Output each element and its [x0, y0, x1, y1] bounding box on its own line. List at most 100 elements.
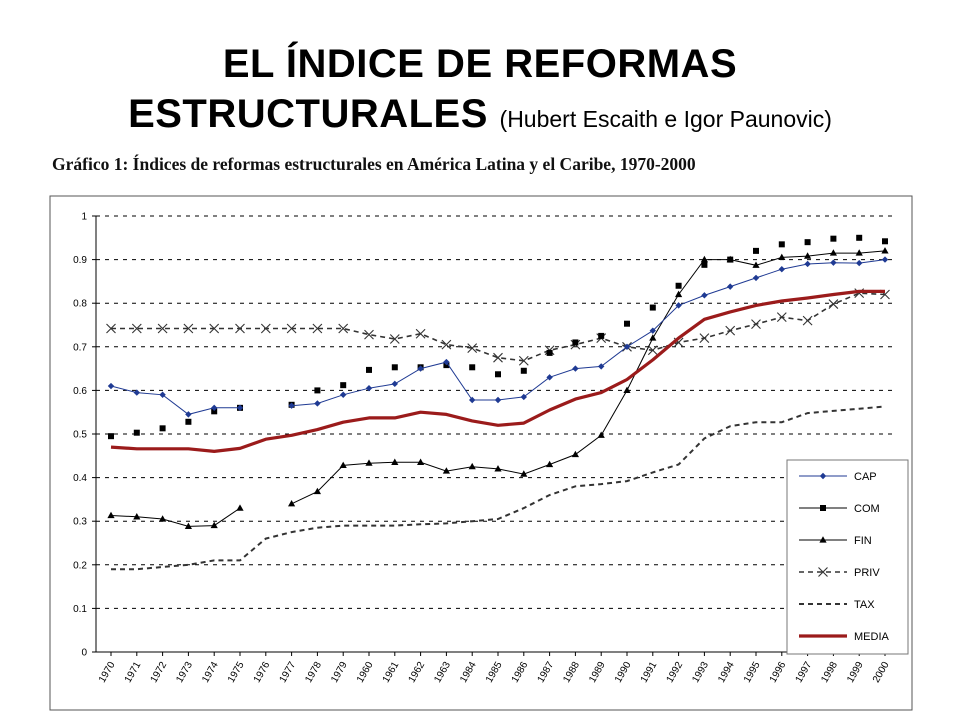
data-point-cap — [107, 382, 115, 390]
data-point-fin — [881, 247, 889, 254]
x-tick-label: 2000 — [871, 660, 892, 685]
data-point-com — [727, 256, 734, 263]
data-point-cap — [314, 400, 321, 407]
data-point-cap — [236, 404, 244, 412]
y-tick-label: 0.2 — [73, 560, 87, 571]
data-point-priv — [441, 339, 452, 350]
legend-swatch-marker — [820, 505, 826, 511]
data-point-cap — [159, 391, 166, 398]
x-tick-label: 1971 — [123, 660, 144, 685]
data-point-cap — [856, 259, 863, 267]
data-point-priv — [286, 323, 297, 334]
data-point-cap — [211, 404, 218, 412]
legend-label: TAX — [854, 599, 875, 611]
data-point-fin — [855, 249, 863, 256]
slide-title-main: ESTRUCTURALES — [128, 92, 488, 136]
data-point-cap — [881, 256, 889, 263]
x-tick-label: 1989 — [587, 660, 608, 685]
data-point-com — [778, 241, 785, 248]
data-point-priv — [647, 345, 658, 356]
series-line-fin — [291, 250, 886, 505]
data-point-cap — [804, 260, 811, 268]
data-point-priv — [183, 323, 194, 334]
slide-title-author: (Hubert Escaith e Igor Paunovic) — [499, 106, 832, 132]
legend-label: FIN — [854, 535, 872, 547]
x-tick-label: 1976 — [252, 660, 273, 685]
data-point-priv — [235, 323, 245, 334]
x-tick-label: 1970 — [97, 660, 118, 685]
x-tick-label: 1960 — [355, 660, 376, 685]
y-tick-label: 0.9 — [73, 255, 87, 266]
x-tick-label: 1992 — [665, 660, 686, 685]
x-tick-label: 1986 — [510, 660, 531, 685]
series-line-tax — [111, 405, 886, 571]
x-tick-label: 1995 — [742, 660, 763, 685]
data-point-priv — [518, 355, 529, 366]
y-tick-label: 0.7 — [73, 342, 87, 353]
series-cap — [107, 256, 889, 418]
legend-label: MEDIA — [854, 631, 890, 643]
data-point-fin — [210, 521, 218, 529]
slide-title-line2: ESTRUCTURALES (Hubert Escaith e Igor Pau… — [0, 92, 960, 137]
data-point-priv — [157, 323, 168, 334]
y-tick-label: 0.1 — [73, 604, 87, 615]
data-point-com — [314, 387, 321, 394]
data-point-com — [469, 364, 476, 371]
series-tax — [111, 405, 886, 571]
data-point-cap — [830, 259, 837, 266]
data-point-fin — [546, 460, 554, 468]
data-point-fin — [494, 465, 502, 472]
data-point-cap — [623, 343, 631, 350]
data-point-cap — [133, 389, 140, 396]
x-tick-label: 1972 — [149, 660, 170, 685]
y-tick-label: 1 — [81, 212, 87, 223]
data-point-com — [624, 320, 630, 327]
x-tick-label: 1994 — [716, 660, 737, 685]
data-point-fin — [571, 450, 579, 458]
data-point-fin — [288, 499, 296, 507]
data-point-fin — [778, 253, 786, 261]
legend-label: PRIV — [854, 567, 880, 579]
data-point-cap — [778, 265, 785, 273]
data-point-fin — [520, 470, 528, 477]
data-point-com — [675, 282, 682, 289]
x-tick-label: 1984 — [458, 660, 479, 685]
x-tick-label: 1985 — [484, 660, 505, 685]
legend-item-fin: FIN — [799, 535, 872, 547]
data-point-priv — [802, 315, 813, 326]
legend-item-tax: TAX — [799, 599, 875, 611]
data-point-priv — [415, 328, 426, 339]
data-point-com — [133, 429, 140, 436]
series-line-media — [110, 289, 885, 453]
x-tick-label: 1990 — [613, 660, 634, 685]
data-point-cap — [288, 402, 295, 409]
y-tick-label: 0 — [81, 648, 87, 659]
data-point-priv — [493, 352, 503, 363]
data-point-fin — [391, 458, 399, 465]
data-point-fin — [313, 487, 321, 495]
data-point-priv — [106, 323, 116, 334]
data-point-fin — [649, 334, 657, 341]
data-point-cap — [365, 385, 373, 392]
data-point-com — [856, 234, 863, 241]
data-point-com — [546, 349, 553, 356]
data-point-priv — [260, 323, 271, 334]
data-point-fin — [107, 511, 115, 519]
data-point-fin — [468, 462, 476, 470]
x-tick-label: 1963 — [432, 660, 453, 685]
data-point-fin — [752, 261, 760, 268]
x-tick-label: 1979 — [329, 660, 350, 685]
data-point-cap — [701, 292, 708, 299]
data-point-com — [185, 418, 192, 425]
data-point-com — [649, 304, 656, 311]
x-tick-label: 1977 — [278, 660, 299, 685]
y-tick-label: 0.8 — [73, 299, 87, 310]
series-fin — [107, 247, 889, 530]
legend-item-media: MEDIA — [799, 631, 890, 643]
x-tick-label: 1998 — [819, 660, 840, 685]
data-point-priv — [467, 343, 478, 353]
data-point-fin — [829, 249, 837, 256]
legend-swatch-marker — [819, 536, 827, 543]
x-tick-label: 1988 — [561, 660, 582, 685]
data-point-cap — [598, 363, 605, 370]
